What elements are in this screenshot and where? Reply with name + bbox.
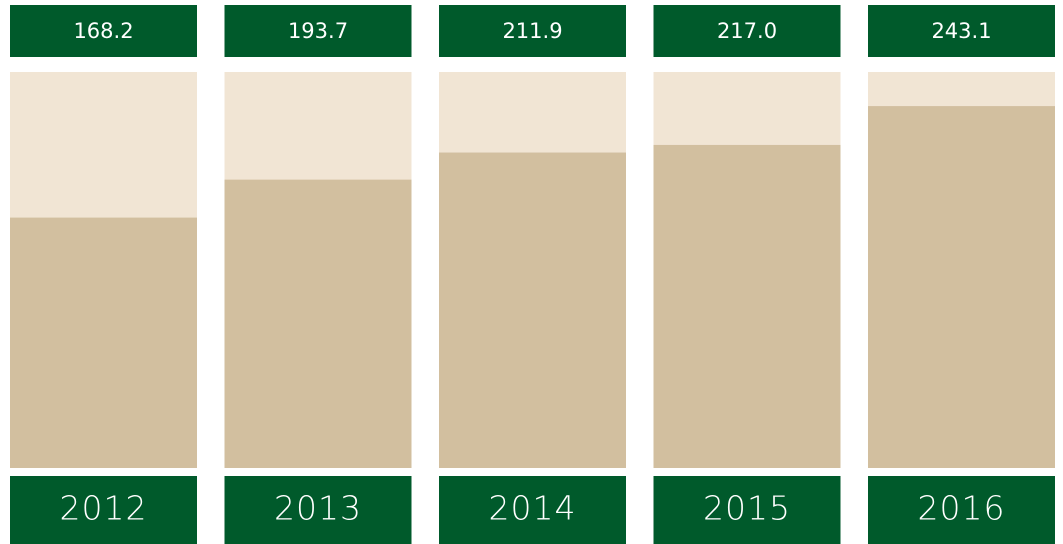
category-box (224, 476, 412, 544)
category-box (10, 476, 197, 544)
value-label-box (439, 5, 626, 57)
bar (224, 179, 412, 468)
category-label: 2014 (489, 489, 577, 528)
value-label: 243.1 (931, 19, 991, 43)
bar (868, 106, 1055, 468)
value-label-box (868, 5, 1055, 57)
category-label: 2015 (703, 489, 791, 528)
value-label-box (10, 5, 197, 57)
value-label: 168.2 (73, 19, 133, 43)
bar (10, 217, 197, 468)
value-label: 193.7 (288, 19, 348, 43)
category-label: 2016 (918, 489, 1006, 528)
category-label: 2012 (60, 489, 148, 528)
category-box (868, 476, 1055, 544)
value-label: 217.0 (717, 19, 777, 43)
category-box (439, 476, 626, 544)
category-label: 2013 (274, 489, 362, 528)
value-label-box (224, 5, 412, 57)
value-label-box (653, 5, 841, 57)
category-box (653, 476, 841, 544)
bar (439, 152, 626, 468)
value-label: 211.9 (502, 19, 562, 43)
bar (653, 144, 841, 468)
